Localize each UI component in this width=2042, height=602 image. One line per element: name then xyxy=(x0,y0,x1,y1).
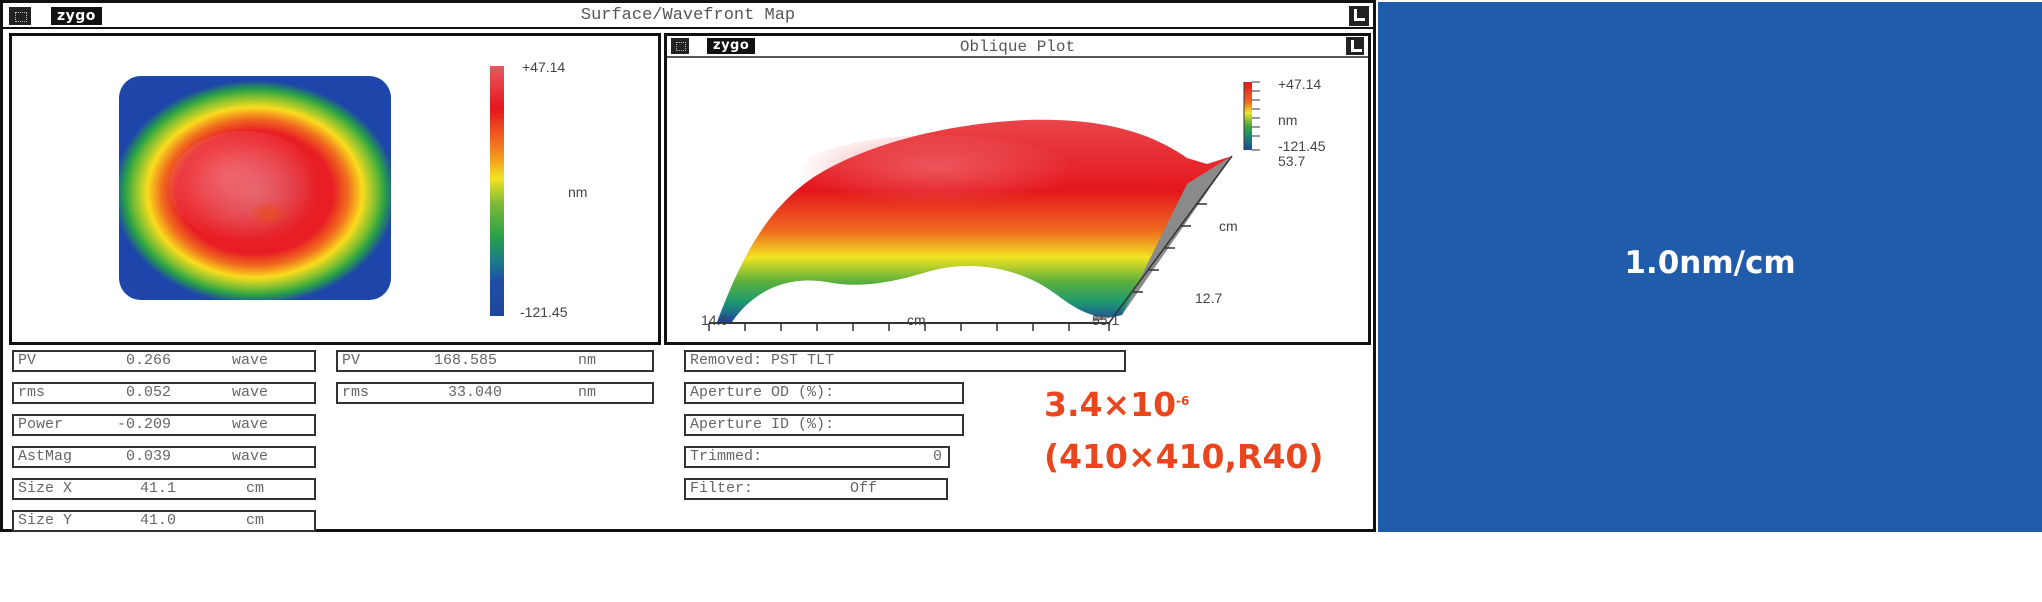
trimmed-field: Trimmed: 0 xyxy=(684,446,950,468)
x-axis-start: 14.0 xyxy=(701,312,729,328)
oblique-title: Oblique Plot xyxy=(959,38,1076,56)
aperture-od-field: Aperture OD (%): xyxy=(684,382,964,404)
annotation-ratio-exponent: -6 xyxy=(1176,394,1190,408)
x-axis-end: 55.1 xyxy=(1092,312,1120,328)
annotation-ratio: 3.4×10-6 xyxy=(1044,385,1189,425)
oblique-titlebar: zygo Oblique Plot xyxy=(667,36,1368,58)
surface-map-image xyxy=(119,76,391,300)
zygo-window: zygo Surface/Wavefront Map +47.14 nm -12… xyxy=(0,0,1376,532)
result-power-wave: Power -0.209 wave xyxy=(12,414,316,436)
system-menu-icon[interactable] xyxy=(671,38,689,54)
surface-map-pane: +47.14 nm -121.45 xyxy=(9,33,661,345)
zygo-logo: zygo xyxy=(707,38,756,54)
aperture-id-field: Aperture ID (%): xyxy=(684,414,964,436)
oblique-surface-plot xyxy=(708,81,1260,331)
result-astmag-wave: AstMag 0.039 wave xyxy=(12,446,316,468)
resize-icon[interactable] xyxy=(1346,37,1364,55)
result-pv-nm: PV 168.585 nm xyxy=(336,350,654,372)
result-rms-nm: rms 33.040 nm xyxy=(336,382,654,404)
x-axis-unit: cm xyxy=(907,312,926,328)
system-menu-icon[interactable] xyxy=(9,7,31,25)
y-axis-start: 12.7 xyxy=(1195,290,1223,306)
colorbar-max-label: +47.14 xyxy=(522,59,566,75)
oblique-plot-pane: zygo Oblique Plot xyxy=(664,33,1371,345)
oblique-colorbar-unit: nm xyxy=(1278,112,1298,128)
result-size-y: Size Y 41.0 cm xyxy=(12,510,316,532)
colorbar-min-label: -121.45 xyxy=(520,304,568,320)
y-axis-unit: cm xyxy=(1219,218,1238,234)
colorbar-unit-label: nm xyxy=(568,184,588,200)
slope-panel: 1.0nm/cm xyxy=(1378,2,2042,532)
zygo-logo: zygo xyxy=(51,7,102,25)
slope-value: 1.0nm/cm xyxy=(1624,245,1796,281)
oblique-colorbar-max: +47.14 xyxy=(1278,76,1322,92)
resize-icon[interactable] xyxy=(1349,6,1369,26)
window-title: Surface/Wavefront Map xyxy=(580,6,796,25)
oblique-colorbar-min: -121.45 xyxy=(1278,138,1326,154)
result-pv-wave: PV 0.266 wave xyxy=(12,350,316,372)
annotation-aperture: (410×410,R40) xyxy=(1044,437,1324,476)
result-rms-wave: rms 0.052 wave xyxy=(12,382,316,404)
window-titlebar: zygo Surface/Wavefront Map xyxy=(3,3,1373,29)
removed-terms-field: Removed: PST TLT xyxy=(684,350,1126,372)
annotation-ratio-base: 3.4×10 xyxy=(1044,385,1177,424)
oblique-z-label: 53.7 xyxy=(1278,153,1306,169)
surface-colorbar xyxy=(490,66,504,316)
result-size-x: Size X 41.1 cm xyxy=(12,478,316,500)
filter-field: Filter: Off xyxy=(684,478,948,500)
